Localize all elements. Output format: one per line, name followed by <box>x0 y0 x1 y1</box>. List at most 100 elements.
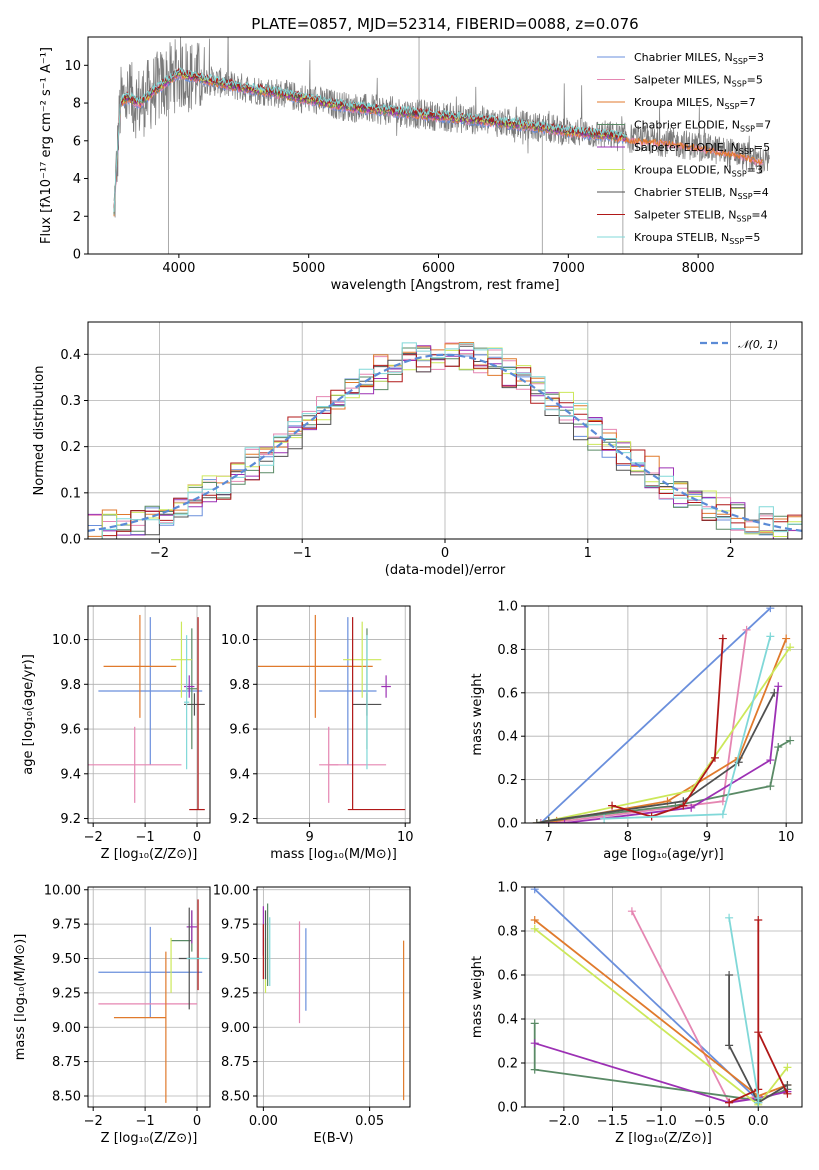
data-point <box>725 1098 734 1107</box>
series-salpeter-stelib <box>725 916 792 1107</box>
errorbar-salpeter-elodie <box>184 675 195 698</box>
axes-frame <box>256 605 411 824</box>
series-line <box>611 638 724 818</box>
data-point <box>544 816 553 823</box>
data-point <box>718 634 727 643</box>
histogram-kroupa-miles <box>88 342 802 539</box>
x-tick-label: −2 <box>84 1114 103 1129</box>
plot-area <box>88 342 802 539</box>
errorbar-salpeter-miles <box>88 726 182 803</box>
axes-weight-vs-age: 7 8 9 10 0.0 0.2 0.4 0.6 0.8 1.0 age [log₁₀(age/yr… <box>470 600 803 862</box>
x-tick-label: 0.00 <box>249 1114 278 1129</box>
data-point <box>766 632 775 641</box>
y-axis-label: Flux [fλ10⁻¹⁷ erg cm⁻² s⁻¹ A⁻¹] <box>39 47 54 244</box>
y-tick-label: 9.6 <box>229 723 250 738</box>
y-tick-label: 0.6 <box>497 969 518 984</box>
errorbar-salpeter-elodie <box>186 910 198 944</box>
series-line <box>534 1042 788 1104</box>
series-line <box>728 920 789 1104</box>
errorbar-chabrier-stelib <box>184 693 205 716</box>
data-point <box>766 782 775 791</box>
y-tick-label: 9.2 <box>60 812 81 827</box>
y-tick-label: 9.50 <box>52 952 81 967</box>
x-tick-label: 8 <box>624 830 632 845</box>
errorbar-chabrier-elodie <box>186 628 198 750</box>
x-axis-label: mass [log₁₀(M/M⊙)] <box>270 847 397 862</box>
data-point <box>530 1039 539 1048</box>
axes-residuals: −2 −1 0 1 2 0.0 0.1 0.2 0.3 0.4 (data-model)/error… <box>32 321 803 578</box>
legend-entry: Chabrier MILES, NSSP=3 <box>634 51 764 66</box>
data-point <box>783 1063 792 1072</box>
chart-title: PLATE=0857, MJD=52314, FIBERID=0088, z=0… <box>251 15 638 33</box>
data-point <box>725 1041 734 1050</box>
legend-entry: Kroupa MILES, NSSP=7 <box>634 96 756 111</box>
axes-frame <box>524 886 803 1108</box>
data-point <box>608 801 617 810</box>
data-point <box>725 971 734 979</box>
axes-spectrum: 4000 5000 6000 7000 8000 0 2 4 6 8 10 wavelength [A… <box>39 15 803 293</box>
y-tick-label: 1.0 <box>497 600 518 615</box>
histogram-kroupa-elodie <box>88 347 802 539</box>
axes-age-vs-mass: 9 10 9.2 9.4 9.6 9.8 10.0 mass [log₁₀(M/M⊙)] <box>221 605 413 862</box>
y-tick-label: 0 <box>73 248 81 263</box>
y-tick-label: 9.2 <box>229 812 250 827</box>
series-line <box>534 888 759 1102</box>
data-point <box>754 1098 763 1107</box>
x-axis-label: Z [log₁₀(Z/Z⊙)] <box>615 1131 712 1146</box>
x-tick-label: 0 <box>193 830 201 845</box>
data-point <box>530 1065 539 1074</box>
y-tick-label: 1.0 <box>497 881 518 896</box>
y-tick-label: 8.50 <box>221 1090 250 1105</box>
model-chabrier-elodie <box>113 71 627 215</box>
x-tick-label: −1 <box>136 830 155 845</box>
x-tick-label: −1 <box>136 1114 155 1129</box>
data-point <box>687 803 696 812</box>
histogram-chabrier-elodie <box>88 347 802 539</box>
series-line <box>631 910 759 1104</box>
y-tick-label: 0.6 <box>497 686 518 701</box>
plot-area <box>113 37 770 254</box>
series-salpeter-stelib <box>608 634 727 821</box>
y-tick-label: 0.0 <box>497 817 518 832</box>
x-tick-label: 0 <box>193 1114 201 1129</box>
errorbar-chabrier-miles <box>98 617 203 765</box>
data-point <box>530 887 539 894</box>
x-tick-label: 8000 <box>682 261 715 276</box>
data-point <box>600 814 609 823</box>
x-tick-label: 7 <box>545 830 553 845</box>
x-tick-label: 10 <box>778 830 795 845</box>
histogram-salpeter-elodie <box>88 345 802 539</box>
data-point <box>770 688 779 697</box>
x-axis-label: Z [log₁₀(Z/Z⊙)] <box>101 847 198 862</box>
data-point <box>786 643 795 652</box>
y-tick-label: 8.75 <box>52 1055 81 1070</box>
y-axis-label: mass weight <box>470 673 485 755</box>
data-point <box>774 743 783 752</box>
x-tick-label: −2 <box>150 546 169 561</box>
errorbar-kroupa-miles <box>257 614 373 718</box>
axes-age-vs-Z: −2 −1 0 9.2 9.4 9.6 9.8 10.0 Z [log₁₀(Z/Z⊙)] age … <box>21 605 211 862</box>
y-tick-label: 10.0 <box>52 633 81 648</box>
errorbar-chabrier-miles <box>98 926 203 1018</box>
y-tick-label: 9.8 <box>60 678 81 693</box>
errorbar-kroupa-miles <box>103 614 177 718</box>
y-tick-label: 8.50 <box>52 1090 81 1105</box>
y-tick-label: 0.4 <box>497 1013 518 1028</box>
y-tick-label: 8 <box>73 97 81 112</box>
y-tick-label: 0.0 <box>497 1101 518 1116</box>
axes-mass-vs-EBV: 0.00 0.05 8.50 8.75 9.00 9.25 9.50 9.75 10.00 E(B… <box>213 883 411 1146</box>
data-point <box>783 1089 792 1098</box>
y-tick-label: 8.75 <box>221 1055 250 1070</box>
y-tick-label: 0.4 <box>497 730 518 745</box>
data-point <box>754 916 763 924</box>
data-point <box>710 753 719 762</box>
y-tick-label: 0.2 <box>497 1057 518 1072</box>
data-point <box>530 916 539 924</box>
axes-frame <box>87 886 211 1108</box>
y-tick-label: 9.25 <box>221 986 250 1001</box>
data-point <box>774 682 783 691</box>
x-tick-label: 9 <box>703 830 711 845</box>
legend-entry: Kroupa STELIB, NSSP=5 <box>634 231 760 246</box>
data-point <box>754 1028 763 1037</box>
